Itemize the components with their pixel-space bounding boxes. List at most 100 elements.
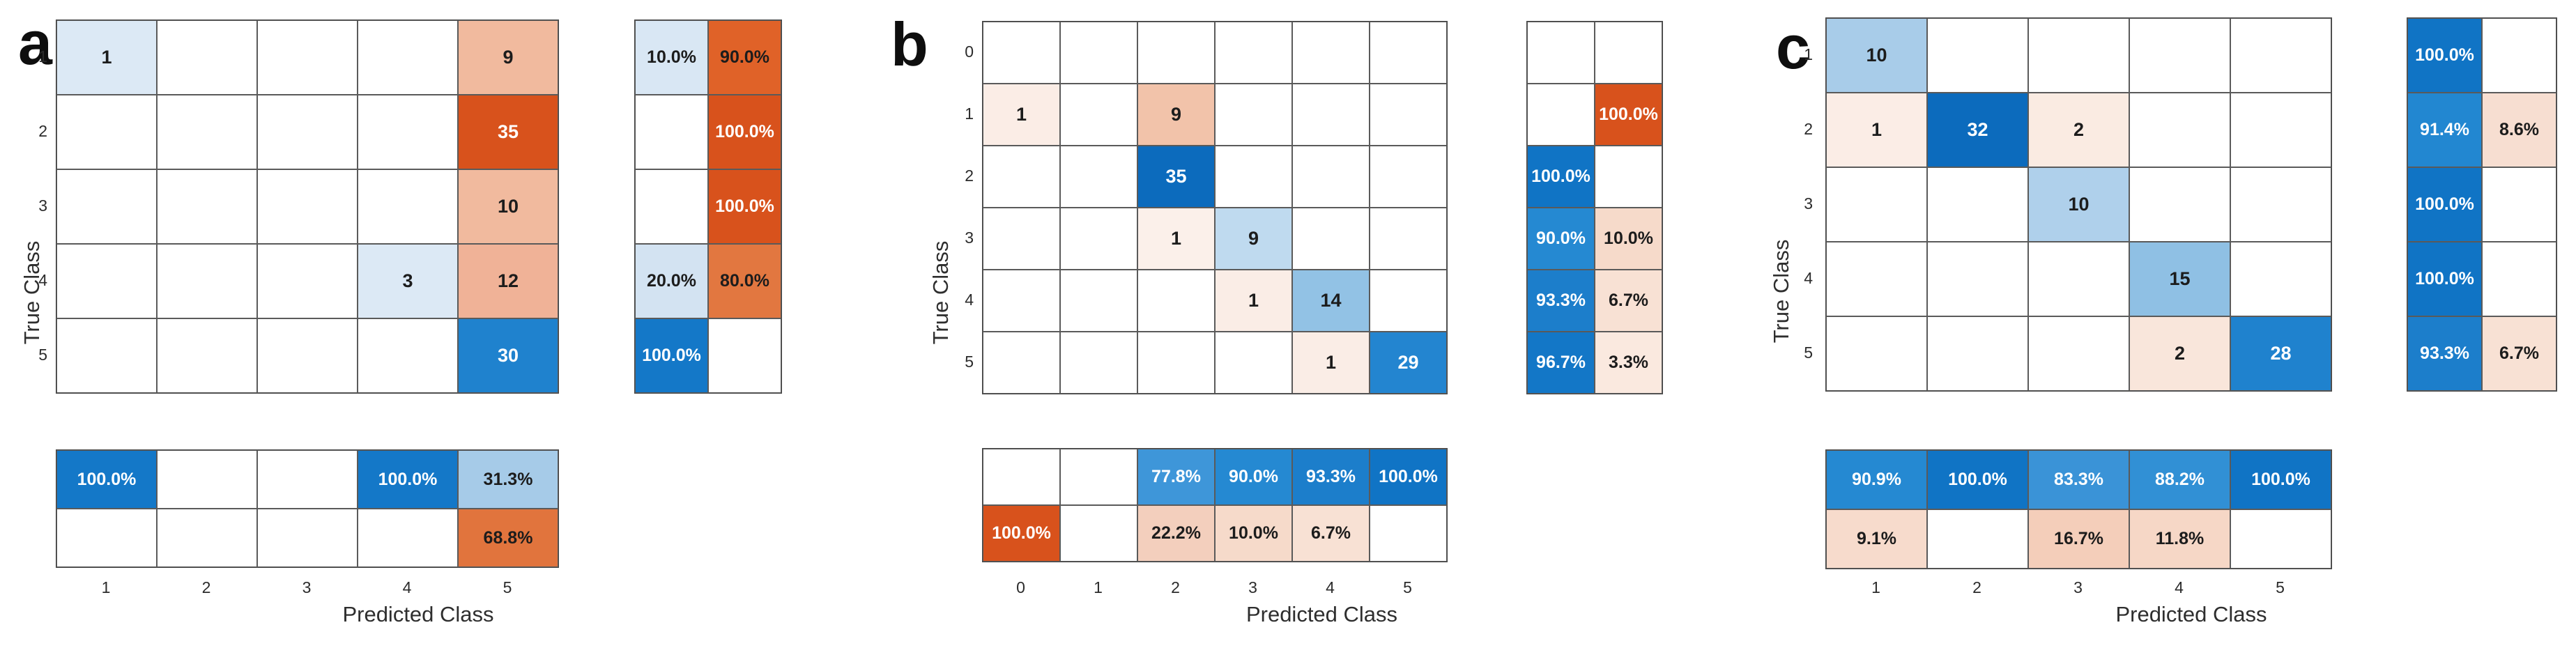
matrix-cell: 77.8% [1137, 449, 1215, 505]
matrix-cell [635, 169, 708, 244]
matrix-cell [257, 20, 358, 95]
x-axis-label: Predicted Class [2115, 602, 2267, 626]
matrix-cell: 2 [2129, 316, 2230, 391]
matrix-cell [1292, 84, 1370, 146]
matrix-cell [1927, 18, 2028, 93]
matrix-cell [1370, 270, 1447, 332]
x-axis-label: Predicted Class [1245, 602, 1398, 626]
matrix-cell [358, 95, 458, 169]
matrix-cell [56, 169, 157, 244]
matrix-cell [1826, 242, 1927, 316]
matrix-cell: 9 [458, 20, 558, 95]
tick-label: 2 [965, 167, 974, 185]
matrix-cell [257, 95, 358, 169]
matrix-cell [1060, 449, 1137, 505]
tick-label: 1 [101, 578, 111, 596]
x-tick-labels: 0 1 2 3 4 5 [982, 578, 1446, 602]
tick-label: 3 [1804, 194, 1813, 213]
matrix-cell: 80.0% [708, 244, 781, 318]
matrix-cell [1595, 146, 1662, 208]
tick-label: 1 [1094, 578, 1103, 596]
tick-label: 4 [1804, 269, 1813, 287]
matrix-cell: 10 [1826, 18, 1927, 93]
matrix-cell: 1 [983, 84, 1060, 146]
y-tick-labels: 1 2 3 4 5 [22, 20, 52, 392]
matrix-cell [2129, 18, 2230, 93]
matrix-cell [2230, 242, 2331, 316]
matrix-cell [1927, 167, 2028, 242]
matrix-cell [1060, 505, 1137, 562]
matrix-cell: 100.0% [2230, 450, 2331, 509]
matrix-cell: 28 [2230, 316, 2331, 391]
matrix-cell: 8.6% [2482, 93, 2556, 167]
matrix-cell [1215, 22, 1292, 84]
matrix-cell [1292, 146, 1370, 208]
matrix-cell: 100.0% [1595, 84, 1662, 146]
tick-label: 2 [201, 578, 211, 596]
matrix-cell: 1 [1826, 93, 1927, 167]
matrix-cell [1370, 505, 1447, 562]
matrix-cell [56, 244, 157, 318]
matrix-cell: 90.0% [1527, 208, 1595, 270]
matrix-cell: 88.2% [2129, 450, 2230, 509]
x-tick-labels: 1 2 3 4 5 [56, 578, 558, 602]
matrix-cell [2129, 93, 2230, 167]
matrix-cell [1060, 270, 1137, 332]
y-tick-labels: 1 2 3 4 5 [1791, 17, 1817, 390]
matrix-cell [983, 22, 1060, 84]
y-tick-labels: 0 1 2 3 4 5 [953, 21, 978, 393]
matrix-cell [1215, 84, 1292, 146]
matrix-cell [1826, 167, 1927, 242]
matrix-cell [1370, 208, 1447, 270]
matrix-cell [2230, 93, 2331, 167]
matrix-cell: 10.0% [1215, 505, 1292, 562]
matrix-cell: 31.3% [458, 450, 558, 509]
panel-letter-c: c [1776, 13, 1810, 82]
matrix-cell [983, 146, 1060, 208]
matrix-cell: 35 [1137, 146, 1215, 208]
matrix-cell: 16.7% [2028, 509, 2129, 569]
matrix-cell [1060, 332, 1137, 394]
matrix-cell [1527, 84, 1595, 146]
matrix-cell: 2 [2028, 93, 2129, 167]
tick-label: 1 [1804, 45, 1813, 63]
matrix-cell [56, 95, 157, 169]
matrix-cell [157, 95, 257, 169]
tick-label: 4 [38, 271, 47, 289]
matrix-cell [257, 450, 358, 509]
matrix-cell [2482, 242, 2556, 316]
matrix-cell: 100.0% [708, 169, 781, 244]
matrix-cell [1060, 146, 1137, 208]
matrix-cell: 100.0% [1527, 146, 1595, 208]
matrix-cell: 12 [458, 244, 558, 318]
matrix-cell [1215, 146, 1292, 208]
confusion-matrix-grid: 1 9 35 1 9 1 14 1 29 [982, 21, 1448, 394]
matrix-cell [983, 208, 1060, 270]
matrix-cell: 32 [1927, 93, 2028, 167]
matrix-cell [157, 20, 257, 95]
tick-label: 4 [2175, 578, 2184, 596]
matrix-cell: 30 [458, 318, 558, 393]
matrix-cell [1927, 316, 2028, 391]
matrix-cell [358, 509, 458, 567]
matrix-cell: 100.0% [2407, 242, 2482, 316]
matrix-cell: 1 [56, 20, 157, 95]
matrix-cell: 100.0% [635, 318, 708, 393]
tick-label: 3 [302, 578, 312, 596]
matrix-cell [358, 318, 458, 393]
matrix-cell: 100.0% [2407, 18, 2482, 93]
matrix-cell: 6.7% [1595, 270, 1662, 332]
matrix-cell [257, 244, 358, 318]
tick-label: 3 [2073, 578, 2083, 596]
tick-label: 5 [2276, 578, 2285, 596]
matrix-cell: 22.2% [1137, 505, 1215, 562]
matrix-cell: 93.3% [1292, 449, 1370, 505]
matrix-cell [1370, 84, 1447, 146]
tick-label: 5 [1804, 344, 1813, 362]
tick-label: 1 [38, 47, 47, 65]
panel-letter-a: a [18, 8, 52, 77]
row-summary-grid: 10.0% 90.0% 100.0% 100.0% 20.0% 80.0% 100.0% [634, 20, 782, 394]
tick-label: 1 [965, 105, 974, 123]
matrix-cell [1215, 332, 1292, 394]
matrix-cell [1527, 22, 1595, 84]
